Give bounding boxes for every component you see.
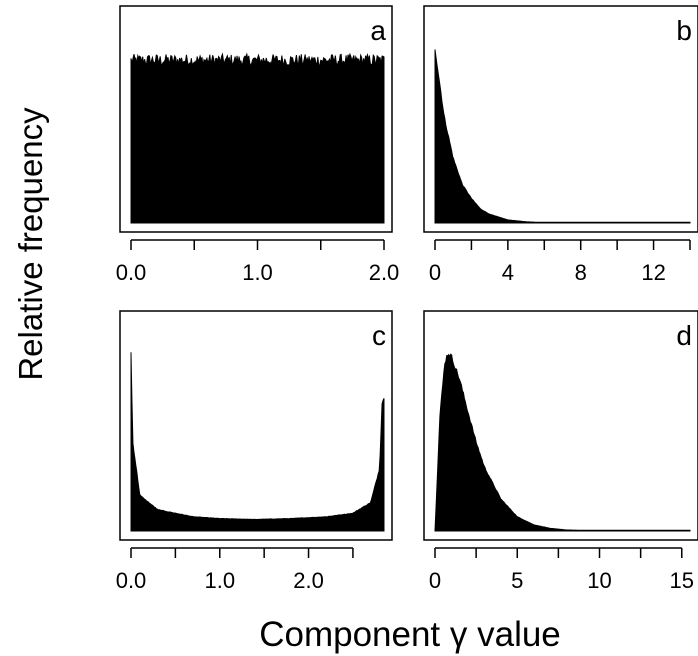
- histogram-area-a: [130, 52, 385, 224]
- panels: a 0.0 1.0 2.0 b 0 4 8 12 c 0.0 1.0 2.0 d 0 5 10 15: [116, 5, 698, 593]
- x-tick-label-b: 8: [575, 260, 587, 285]
- panel-a: a 0.0 1.0 2.0: [116, 5, 400, 285]
- histogram-area-d: [434, 353, 691, 532]
- x-tick-label-c: 0.0: [116, 568, 147, 593]
- panel-frame: [119, 5, 393, 233]
- x-tick-label-d: 10: [587, 568, 611, 593]
- panel-frame: [423, 310, 698, 541]
- panel-d: d 0 5 10 15: [423, 310, 698, 593]
- histogram-area-c: [130, 352, 385, 532]
- x-tick-label-b: 12: [641, 260, 665, 285]
- x-axis-label: Component γ value: [259, 615, 561, 654]
- y-axis-label: Relative frequency: [12, 107, 49, 381]
- panel-letter-c: c: [372, 320, 386, 351]
- panel-frame: [423, 5, 698, 233]
- panel-b: b 0 4 8 12: [423, 5, 698, 285]
- x-tick-label-d: 5: [511, 568, 523, 593]
- x-tick-label-d: 15: [670, 568, 694, 593]
- x-tick-label-b: 4: [502, 260, 514, 285]
- x-tick-label-a: 0.0: [116, 260, 147, 285]
- panel-letter-a: a: [370, 15, 386, 46]
- x-tick-label-c: 2.0: [293, 568, 324, 593]
- x-tick-label-c: 1.0: [204, 568, 235, 593]
- x-tick-label-a: 2.0: [369, 260, 400, 285]
- panel-letter-b: b: [676, 15, 692, 46]
- x-tick-label-d: 0: [429, 568, 441, 593]
- panel-c: c 0.0 1.0 2.0: [116, 310, 393, 593]
- x-tick-label-a: 1.0: [242, 260, 273, 285]
- panel-frame: [119, 310, 393, 541]
- panel-letter-d: d: [676, 320, 692, 351]
- histogram-area-b: [434, 49, 691, 224]
- x-tick-label-b: 0: [429, 260, 441, 285]
